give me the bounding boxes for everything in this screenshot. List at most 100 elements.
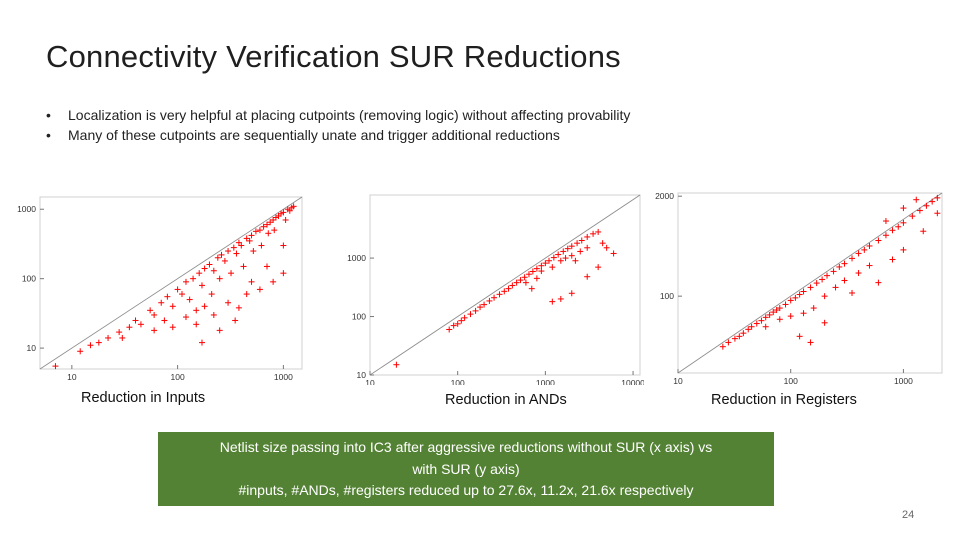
data-point — [147, 307, 154, 314]
inputs-scatter-plot: 10 100 1000 10 100 1000 — [10, 185, 306, 385]
y-tick-label: 10 — [357, 370, 367, 380]
data-point — [454, 320, 461, 327]
data-point — [920, 228, 927, 235]
data-point — [813, 280, 820, 287]
data-point — [461, 314, 468, 321]
data-point — [900, 205, 907, 212]
x-tick-label: 1000 — [894, 376, 913, 386]
registers-scatter-svg: 10 100 1000 100 2000 — [655, 191, 943, 386]
data-point — [450, 322, 457, 329]
data-point — [855, 270, 862, 277]
data-point — [517, 277, 524, 284]
summary-callout: Netlist size passing into IC3 after aggr… — [158, 432, 774, 506]
data-point — [280, 209, 287, 216]
y-tick-label: 100 — [22, 274, 36, 284]
data-point — [164, 293, 171, 300]
data-point — [934, 194, 941, 201]
data-point — [564, 245, 571, 252]
bullet-list: • Localization is very helpful at placing… — [46, 105, 630, 145]
data-point — [230, 244, 237, 251]
data-point — [246, 237, 253, 244]
data-point — [889, 256, 896, 263]
data-point — [900, 219, 907, 226]
data-point — [810, 305, 817, 312]
data-point — [776, 316, 783, 323]
data-point — [830, 268, 837, 275]
data-point — [282, 216, 289, 223]
data-point — [758, 317, 765, 324]
data-point — [923, 202, 930, 209]
data-point — [875, 237, 882, 244]
data-point — [505, 285, 512, 292]
data-point — [866, 242, 873, 249]
data-point — [762, 323, 769, 330]
data-point — [169, 324, 176, 331]
data-point — [116, 329, 123, 336]
data-point — [119, 334, 126, 341]
data-point — [193, 321, 200, 328]
data-point — [762, 314, 769, 321]
data-point — [542, 260, 549, 267]
data-point — [393, 361, 400, 368]
data-point — [557, 257, 564, 264]
data-point — [178, 291, 185, 298]
data-point — [875, 279, 882, 286]
data-point — [280, 270, 287, 277]
registers-caption: Reduction in Registers — [711, 392, 857, 408]
data-point — [736, 333, 743, 340]
data-point — [198, 339, 205, 346]
data-point — [824, 272, 831, 279]
data-point — [52, 363, 59, 370]
data-point — [248, 232, 255, 239]
data-point — [841, 260, 848, 267]
data-point — [819, 276, 826, 283]
data-point — [201, 303, 208, 310]
data-point — [214, 254, 221, 261]
data-point — [280, 242, 287, 249]
x-tick-label: 10 — [365, 378, 375, 385]
data-point — [849, 289, 856, 296]
data-point — [174, 286, 181, 293]
data-point — [521, 274, 528, 281]
x-tick-label: 100 — [171, 372, 185, 382]
data-point — [841, 277, 848, 284]
data-point — [496, 291, 503, 298]
data-point — [610, 250, 617, 257]
data-point — [186, 296, 193, 303]
data-point — [807, 284, 814, 291]
data-point — [248, 278, 255, 285]
data-point — [529, 268, 536, 275]
x-tick-label: 100 — [451, 378, 465, 385]
bullet-text: Many of these cutpoints are sequentially… — [68, 127, 560, 143]
data-point — [95, 339, 102, 346]
data-point — [934, 210, 941, 217]
data-point — [182, 278, 189, 285]
data-point — [725, 339, 732, 346]
data-point — [260, 223, 267, 230]
data-point — [866, 262, 873, 269]
data-point — [766, 311, 773, 318]
data-point — [568, 290, 575, 297]
registers-scatter-plot: 10 100 1000 100 2000 — [650, 185, 946, 387]
x-tick-label: 10000 — [621, 378, 644, 385]
bullet-item: • Many of these cutpoints are sequentiall… — [46, 125, 630, 145]
data-point — [560, 248, 567, 255]
data-point — [546, 257, 553, 264]
data-point — [855, 250, 862, 257]
data-point — [233, 250, 240, 257]
data-point — [787, 313, 794, 320]
data-point — [216, 327, 223, 334]
data-point — [208, 291, 215, 298]
data-point — [555, 251, 562, 258]
inputs-caption: Reduction in Inputs — [81, 390, 206, 406]
data-point — [252, 228, 259, 235]
data-point — [787, 297, 794, 304]
data-point — [182, 314, 189, 321]
inputs-scatter-svg: 10 100 1000 10 100 1000 — [17, 196, 303, 382]
data-point — [603, 244, 610, 251]
data-point — [776, 305, 783, 312]
data-point — [770, 309, 777, 316]
data-point — [889, 227, 896, 234]
data-point — [800, 288, 807, 295]
data-point — [882, 232, 889, 239]
